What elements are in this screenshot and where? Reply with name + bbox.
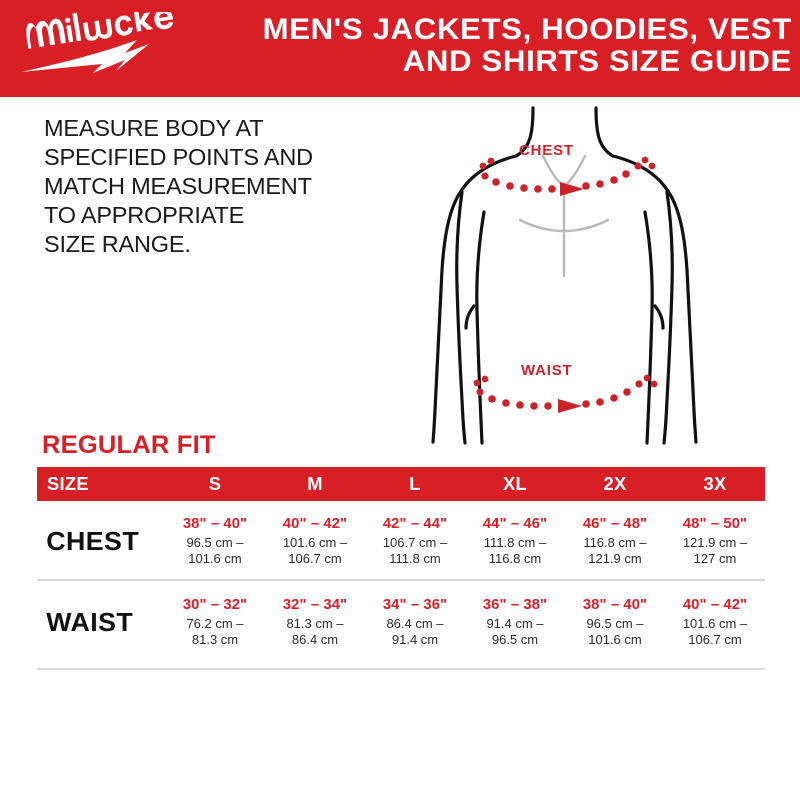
waist-s-inches: 30" – 32" xyxy=(182,596,248,613)
chest-cell-3x: 48" – 50" 121.9 cm – 127 cm xyxy=(665,516,765,567)
milwaukee-lightning-logo xyxy=(18,0,177,84)
waist-cell-3x: 40" – 42" 101.6 cm – 106.7 cm xyxy=(665,597,765,648)
chest-l-cm-2: 111.8 cm xyxy=(389,550,441,566)
chest-m-inches: 40" – 42" xyxy=(282,515,348,532)
waist-cell-s: 30" – 32" 76.2 cm – 81.3 cm xyxy=(165,597,265,648)
row-label-waist: WAIST xyxy=(37,607,165,638)
waist-dotted-line xyxy=(473,374,658,413)
chest-2x-cm-2: 121.9 cm xyxy=(588,550,642,566)
row-label-waist-text: WAIST xyxy=(46,606,134,637)
chest-3x-cm-2: 127 cm xyxy=(693,550,737,566)
chest-label-text: CHEST xyxy=(519,142,574,159)
table-bottom-divider xyxy=(37,668,765,670)
waist-m-cm-1: 81.3 cm – xyxy=(286,615,344,631)
waist-m-cm-2: 86.4 cm xyxy=(291,631,339,647)
waist-cell-l: 34" – 36" 86.4 cm – 91.4 cm xyxy=(365,597,465,648)
instructions-line-2: SPECIFIED POINTS AND xyxy=(44,144,313,170)
waist-xl-cm-2: 96.5 cm xyxy=(491,631,539,647)
page-title-line-1: MEN'S JACKETS, HOODIES, VEST xyxy=(262,13,792,46)
waist-cell-xl: 36" – 38" 91.4 cm – 96.5 cm xyxy=(465,597,565,648)
chest-2x-cm-1: 116.8 cm – xyxy=(583,534,647,550)
waist-xl-cm-1: 91.4 cm – xyxy=(486,615,544,631)
chest-xl-inches: 44" – 46" xyxy=(482,515,548,532)
chest-l-cm-1: 106.7 cm – xyxy=(382,534,448,550)
waist-cell-m: 32" – 34" 81.3 cm – 86.4 cm xyxy=(265,597,365,648)
chest-cell-l: 42" – 44" 106.7 cm – 111.8 cm xyxy=(365,516,465,567)
table-row-waist: WAIST 30" – 32" 76.2 cm – 81.3 cm 32" – … xyxy=(37,581,765,661)
column-header-m: M xyxy=(307,473,323,494)
waist-3x-inches: 40" – 42" xyxy=(682,596,748,613)
row-label-chest: CHEST xyxy=(37,526,165,557)
chest-cell-s: 38" – 40" 96.5 cm – 101.6 cm xyxy=(165,516,265,567)
waist-l-inches: 34" – 36" xyxy=(382,596,448,613)
waist-cell-2x: 38" – 40" 96.5 cm – 101.6 cm xyxy=(565,597,665,648)
header-banner: MEN'S JACKETS, HOODIES, VEST AND SHIRTS … xyxy=(0,0,800,97)
table-row-chest: CHEST 38" – 40" 96.5 cm – 101.6 cm 40" –… xyxy=(37,501,765,581)
chest-cell-xl: 44" – 46" 111.8 cm – 116.8 cm xyxy=(465,516,565,567)
chest-xl-cm-2: 116.8 cm xyxy=(488,550,542,566)
waist-xl-inches: 36" – 38" xyxy=(482,596,548,613)
chest-xl-cm-1: 111.8 cm – xyxy=(483,534,547,550)
column-header-s: S xyxy=(208,473,222,494)
male-torso-measurement-diagram: CHEST WAIST xyxy=(400,100,730,445)
waist-l-cm-1: 86.4 cm – xyxy=(386,615,444,631)
column-header-xl: XL xyxy=(502,473,528,494)
instructions-text: MEASURE BODY AT SPECIFIED POINTS AND MAT… xyxy=(44,114,344,259)
column-header-size: SIZE xyxy=(46,473,89,494)
page-title: MEN'S JACKETS, HOODIES, VEST AND SHIRTS … xyxy=(158,14,792,78)
waist-2x-inches: 38" – 40" xyxy=(582,596,648,613)
chest-3x-cm-1: 121.9 cm – xyxy=(682,534,748,550)
waist-s-cm-1: 76.2 cm – xyxy=(186,615,244,631)
chest-2x-inches: 46" – 48" xyxy=(582,515,648,532)
column-header-2x: 2X xyxy=(603,473,627,494)
size-chart-table: SIZE S M L XL 2X 3X CHEST 38" – 40" 96.5… xyxy=(37,467,765,661)
chest-cell-m: 40" – 42" 101.6 cm – 106.7 cm xyxy=(265,516,365,567)
table-header-row: SIZE S M L XL 2X 3X xyxy=(37,467,765,501)
page-title-line-2: AND SHIRTS SIZE GUIDE xyxy=(402,45,792,78)
waist-2x-cm-1: 96.5 cm – xyxy=(586,615,644,631)
waist-3x-cm-2: 106.7 cm xyxy=(688,631,742,647)
chest-dotted-line xyxy=(479,156,656,196)
instructions-line-3: MATCH MEASUREMENT xyxy=(44,173,312,199)
chest-s-cm-1: 96.5 cm – xyxy=(186,534,244,550)
waist-l-cm-2: 91.4 cm xyxy=(391,631,439,647)
chest-m-cm-1: 101.6 cm – xyxy=(282,534,348,550)
chest-s-cm-2: 101.6 cm xyxy=(188,550,242,566)
column-header-3x: 3X xyxy=(703,473,727,494)
chest-m-cm-2: 106.7 cm xyxy=(288,550,342,566)
chest-s-inches: 38" – 40" xyxy=(182,515,248,532)
instructions-line-4: TO APPROPRIATE xyxy=(44,202,245,228)
chest-3x-inches: 48" – 50" xyxy=(682,515,748,532)
waist-m-inches: 32" – 34" xyxy=(282,596,348,613)
waist-s-cm-2: 81.3 cm xyxy=(191,631,239,647)
waist-label-text: WAIST xyxy=(521,362,573,379)
column-header-l: L xyxy=(409,473,421,494)
fit-type-title: REGULAR FIT xyxy=(42,431,216,459)
waist-3x-cm-1: 101.6 cm – xyxy=(682,615,748,631)
chest-l-inches: 42" – 44" xyxy=(382,515,448,532)
instructions-line-1: MEASURE BODY AT xyxy=(44,115,264,141)
instructions-line-5: SIZE RANGE. xyxy=(44,231,191,257)
row-label-chest-text: CHEST xyxy=(46,525,140,556)
chest-cell-2x: 46" – 48" 116.8 cm – 121.9 cm xyxy=(565,516,665,567)
waist-2x-cm-2: 101.6 cm xyxy=(588,631,642,647)
